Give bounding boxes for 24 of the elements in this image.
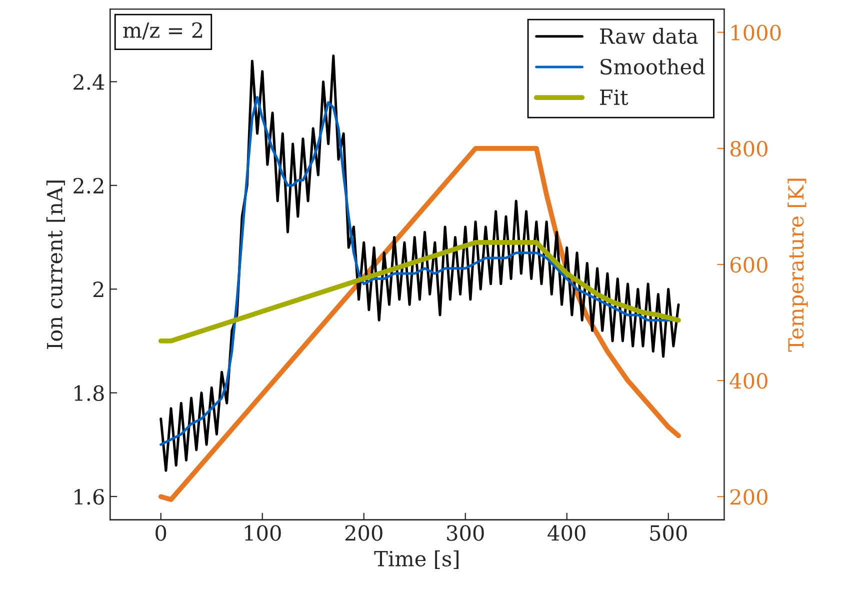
x-tick-label: 100 (245, 525, 281, 541)
line-series (158, 240, 681, 344)
legend-label: Smoothed (600, 58, 705, 75)
legend-label: Fit (600, 90, 628, 106)
y2-tick-label: 1000 (732, 24, 781, 41)
y-tick-label: 2 (93, 282, 104, 298)
y-tick-label: 2.2 (74, 178, 104, 194)
x-tick-label: 400 (548, 525, 586, 541)
y-tick-label: 1.8 (74, 385, 104, 402)
annotation: m/z = 2 (123, 22, 202, 40)
y-tick-label: 2.4 (74, 74, 104, 90)
x-axis-title: Time [s] (374, 550, 458, 569)
y2-tick-label: 200 (730, 489, 768, 505)
legend-label: Raw data (600, 28, 698, 44)
x-tick-label: 500 (650, 525, 687, 541)
x-tick-label: 0 (156, 525, 166, 541)
y2-axis-title: Temperature [K] (788, 178, 808, 352)
y2-tick-label: 600 (730, 256, 768, 273)
y2-tick-label: 800 (730, 140, 768, 157)
y-axis-title: Ion current [nA] (46, 180, 65, 349)
y-tick-label: 1.6 (74, 488, 104, 505)
x-tick-label: 300 (447, 525, 484, 541)
x-tick-label: 200 (345, 525, 382, 541)
y2-tick-label: 400 (730, 373, 768, 389)
